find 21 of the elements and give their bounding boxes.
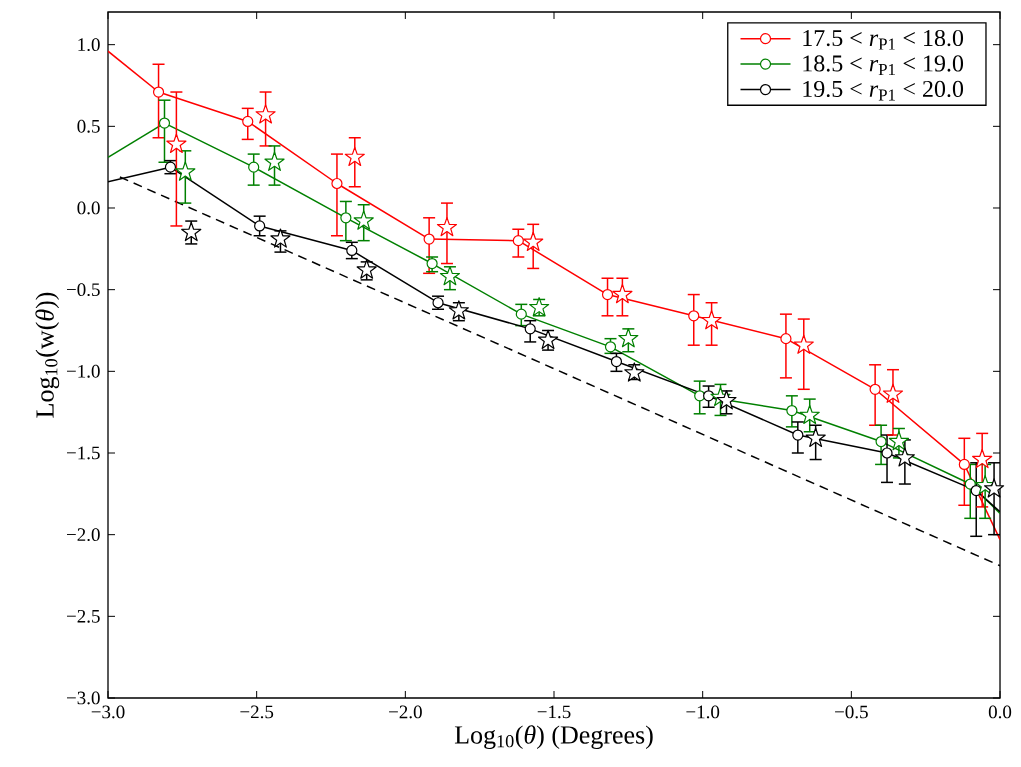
- legend-label: 18.5 < r$_{P1}$ < 19.0: [803, 55, 964, 76]
- legend-label: 19.5 < r$_{P1}$ < 20.0: [803, 80, 964, 101]
- y-axis-title: Log$_{10}$(w(θ)): [35, 292, 60, 418]
- y-tick-label: −2.0: [66, 528, 100, 542]
- x-tick-label: −2.5: [240, 705, 274, 719]
- y-tick-label: −0.5: [66, 283, 100, 297]
- x-axis-title: Log$_{10}$(θ) (Degrees): [454, 725, 653, 750]
- x-tick-label: −2.0: [389, 705, 422, 719]
- x-tick-label: −3.0: [91, 705, 125, 719]
- x-tick-label: −1.0: [686, 705, 720, 719]
- y-tick-label: 0.5: [77, 119, 100, 133]
- y-tick-label: −1.0: [66, 364, 100, 378]
- y-tick-label: 0.0: [77, 201, 100, 215]
- y-tick-label: 1.0: [78, 38, 100, 52]
- y-tick-label: −3.0: [66, 691, 100, 705]
- x-tick-label: −1.5: [537, 705, 571, 719]
- x-tick-label: −0.5: [835, 705, 868, 719]
- y-tick-label: −2.5: [66, 609, 100, 623]
- legend-label: 17.5 < r$_{P1}$ < 18.0: [803, 29, 964, 50]
- x-tick-label: 0.0: [988, 705, 1012, 719]
- y-tick-label: −1.5: [66, 446, 100, 460]
